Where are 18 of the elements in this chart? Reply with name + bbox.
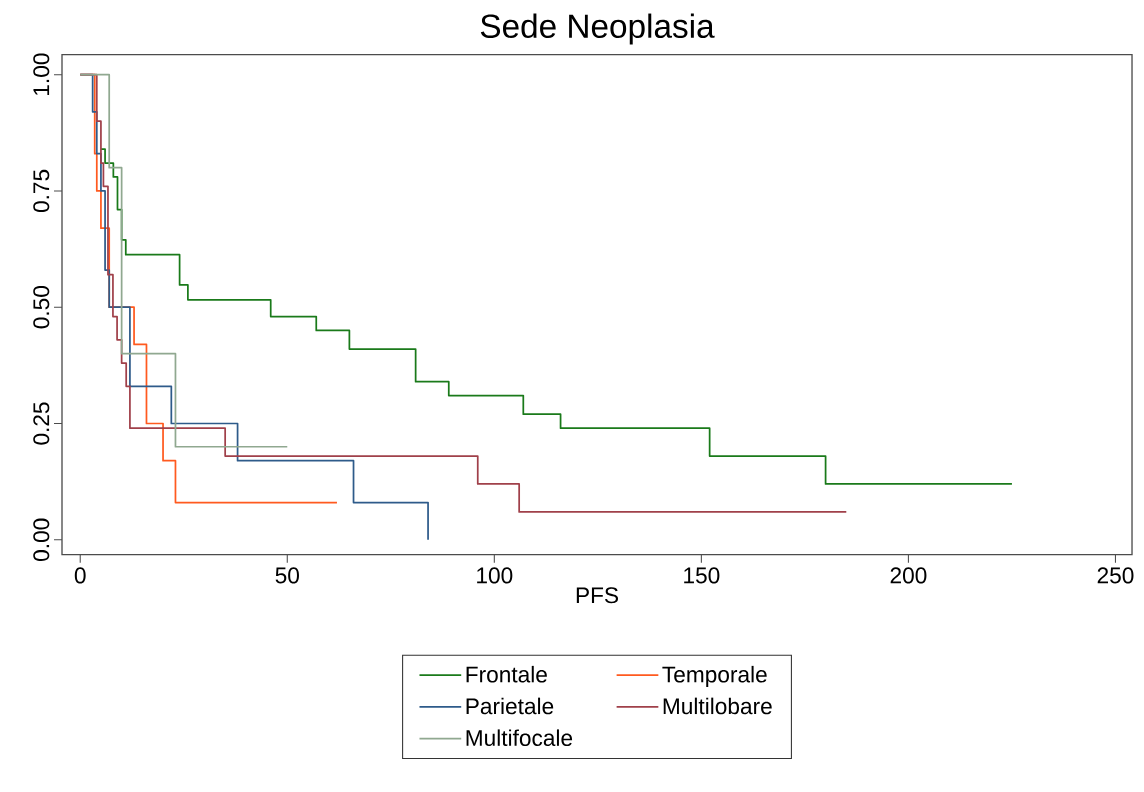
x-tick-label: 150 <box>684 567 720 584</box>
x-tick-label: 200 <box>890 567 927 584</box>
x-tick-label: 0 <box>74 567 86 584</box>
legend-label: Temporale <box>662 665 767 687</box>
y-tick-label: 0.25 <box>33 402 50 445</box>
x-axis-title: PFS <box>576 587 619 604</box>
y-tick-label: 0.50 <box>33 286 50 329</box>
legend-label: Parietale <box>466 697 554 715</box>
y-tick-label: 0.75 <box>33 169 50 213</box>
chart-title: Sede Neoplasia <box>480 13 715 45</box>
legend-label: Frontale <box>466 665 547 683</box>
legend-label: Multifocale <box>466 729 573 747</box>
legend-label: Multilobare <box>663 697 772 715</box>
y-tick-label: 0.00 <box>33 518 50 561</box>
x-tick-label: 100 <box>477 567 513 584</box>
x-tick-label: 50 <box>275 567 299 584</box>
x-tick-label: 250 <box>1097 567 1134 584</box>
y-tick-label: 1.00 <box>33 53 50 95</box>
